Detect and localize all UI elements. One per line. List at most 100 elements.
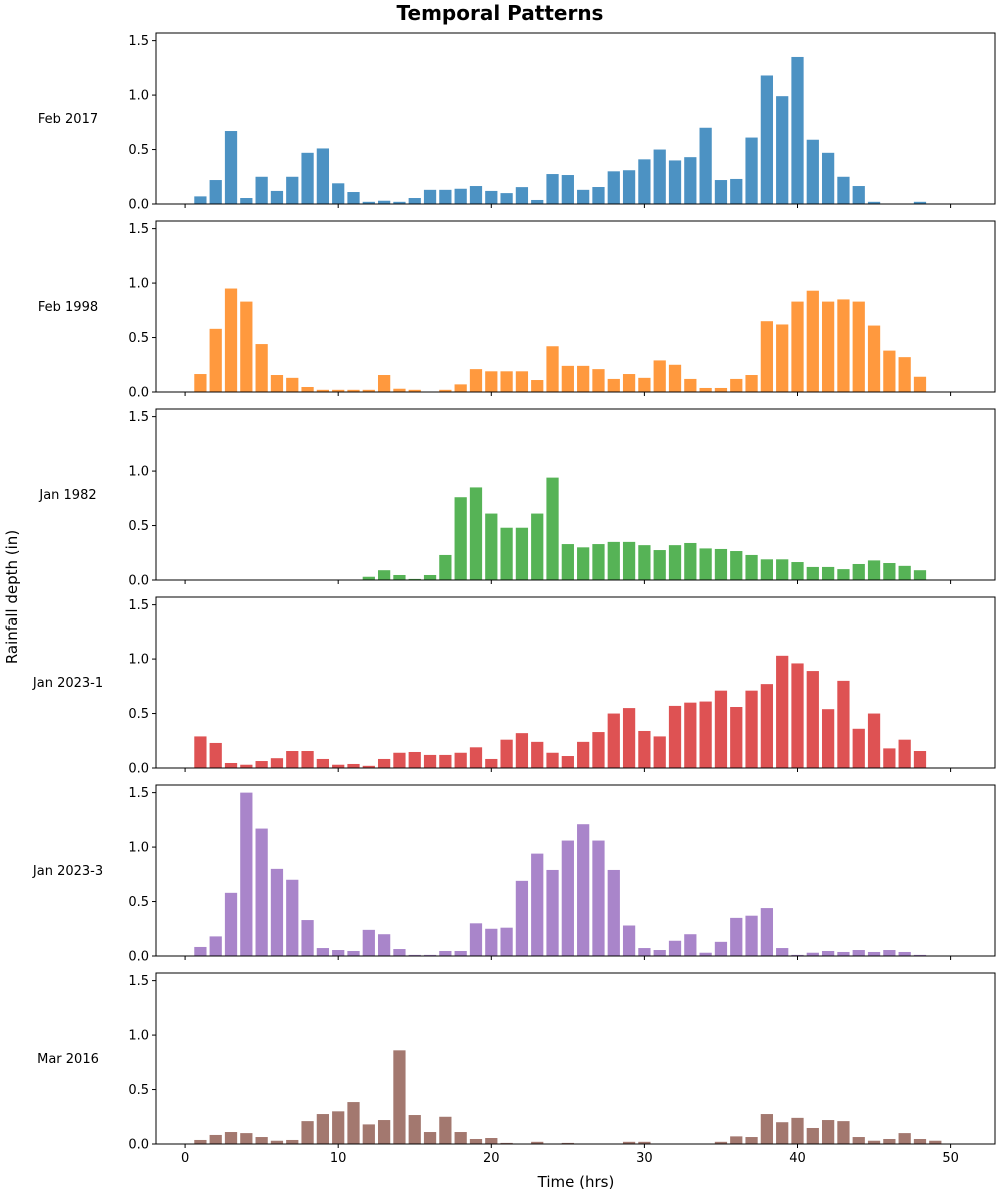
bar: [469, 369, 483, 392]
bar: [301, 1121, 314, 1144]
bar: [393, 752, 406, 768]
panel-feb-2017: 0.0 0.5 1.0 1.5 Feb 2017: [38, 32, 996, 213]
bar: [515, 187, 529, 204]
bar: [883, 350, 896, 392]
bar: [485, 190, 498, 204]
bar: [806, 1127, 819, 1144]
y-tick-label: 0.5: [128, 331, 149, 346]
y-tick-label: 0.0: [128, 762, 149, 777]
bar: [316, 148, 330, 204]
bar: [286, 1139, 299, 1144]
bar: [362, 389, 375, 392]
bar: [454, 188, 467, 204]
bar: [362, 765, 375, 768]
bar: [776, 324, 789, 392]
bar: [776, 655, 789, 768]
y-tick-label: 0.0: [128, 1138, 149, 1153]
bar: [209, 742, 222, 768]
bar: [286, 176, 299, 204]
bar: [270, 1140, 284, 1144]
bar: [377, 570, 391, 580]
bar: [194, 1139, 207, 1144]
bar: [622, 170, 636, 204]
bar: [240, 764, 253, 768]
y-tick-label: 0.0: [128, 386, 149, 401]
bar: [898, 357, 911, 392]
bar: [791, 663, 804, 768]
bar: [791, 954, 804, 956]
panel-label: Jan 2023-1: [32, 676, 103, 691]
bar: [577, 741, 590, 768]
bar: [684, 702, 697, 768]
bar: [867, 713, 881, 768]
bar: [408, 751, 421, 768]
y-tick-label: 1.0: [128, 1029, 149, 1044]
bar: [469, 186, 483, 204]
bar: [546, 346, 559, 392]
bar: [592, 840, 605, 956]
bar: [638, 545, 651, 580]
bar: [653, 736, 666, 768]
bar: [500, 193, 513, 204]
bar: [668, 705, 682, 768]
bar: [699, 548, 712, 580]
bar: [622, 541, 636, 580]
bar: [332, 950, 345, 956]
bar: [362, 576, 375, 580]
bar: [301, 751, 314, 768]
bar: [883, 563, 896, 580]
y-tick-label: 1.0: [128, 277, 149, 292]
bar: [485, 1138, 498, 1144]
chart-title: Temporal Patterns: [397, 1, 604, 25]
bar: [852, 1137, 865, 1144]
bar: [270, 190, 284, 204]
bar: [668, 364, 682, 392]
y-tick-label: 1.0: [128, 465, 149, 480]
bar: [653, 950, 666, 956]
bar: [653, 550, 666, 580]
panel-label: Jan 1982: [38, 488, 96, 503]
bar: [821, 709, 835, 768]
bar: [607, 171, 620, 204]
bar: [531, 199, 544, 204]
bar: [377, 200, 391, 204]
bar: [500, 927, 513, 956]
bar: [347, 192, 360, 204]
axes-frame: [155, 972, 996, 1145]
bar: [454, 384, 467, 392]
y-tick-label: 1.5: [128, 410, 149, 425]
bar: [791, 301, 804, 392]
bar: [270, 758, 284, 768]
axes-frame: [155, 32, 996, 205]
bar: [224, 288, 238, 392]
bar: [592, 732, 605, 768]
bar: [622, 708, 636, 768]
bar: [377, 375, 391, 392]
bar: [209, 328, 222, 392]
bar: [439, 950, 452, 956]
y-tick-label: 0.5: [128, 707, 149, 722]
bar: [638, 948, 651, 956]
bar: [821, 301, 835, 392]
bar: [638, 1141, 651, 1144]
y-tick-label: 1.5: [128, 786, 149, 801]
bar: [806, 139, 819, 204]
y-tick-label: 1.0: [128, 653, 149, 668]
x-tick-label: 0: [181, 1151, 189, 1166]
bar: [393, 574, 406, 580]
bar: [592, 544, 605, 580]
bar: [270, 375, 284, 392]
bar: [454, 1132, 467, 1144]
bar: [362, 201, 375, 204]
bar: [760, 321, 774, 392]
bar: [622, 925, 636, 956]
bar: [377, 758, 391, 768]
bar: [760, 75, 774, 204]
bar: [301, 920, 314, 956]
bar: [377, 934, 391, 956]
bar: [837, 951, 850, 956]
bar: [913, 376, 927, 392]
bar: [408, 954, 421, 956]
y-axis-label: Rainfall depth (in): [3, 530, 21, 664]
bar: [714, 690, 728, 768]
